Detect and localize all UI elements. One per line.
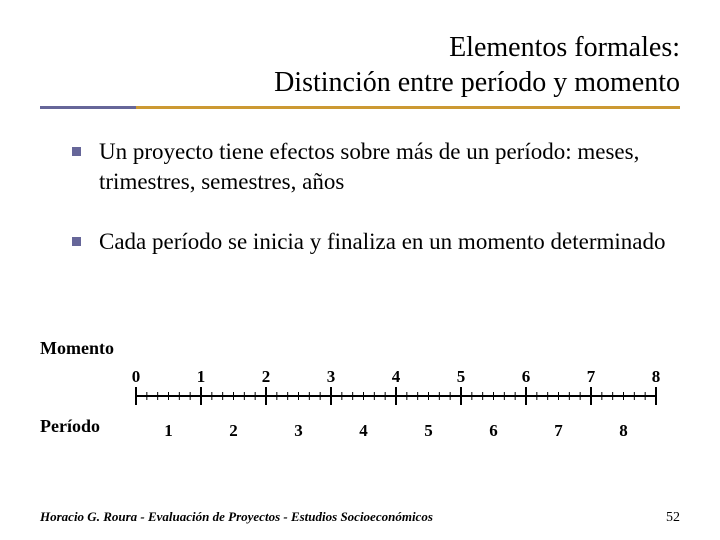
svg-text:1: 1 [197,367,206,386]
svg-text:6: 6 [489,421,498,440]
momento-label: Momento [40,338,114,359]
underline-segment-2 [136,106,680,109]
footer: Horacio G. Roura - Evaluación de Proyect… [40,509,680,526]
periodo-label: Período [40,416,100,437]
svg-text:8: 8 [652,367,661,386]
svg-text:4: 4 [359,421,368,440]
svg-text:2: 2 [229,421,238,440]
timeline-axis: 0 1 1 2 2 3 3 4 4 5 5 6 6 7 7 8 8 [130,366,670,476]
svg-text:7: 7 [554,421,563,440]
svg-text:2: 2 [262,367,271,386]
bullet-text: Cada período se inicia y finaliza en un … [99,227,666,257]
svg-text:6: 6 [522,367,531,386]
bullet-text: Un proyecto tiene efectos sobre más de u… [99,137,670,197]
footer-text: Horacio G. Roura - Evaluación de Proyect… [40,509,433,525]
bullet-marker-icon [72,237,81,246]
bullet-list: Un proyecto tiene efectos sobre más de u… [0,109,720,257]
svg-text:7: 7 [587,367,596,386]
title-line-2: Distinción entre período y momento [40,65,680,100]
svg-text:4: 4 [392,367,401,386]
svg-text:8: 8 [619,421,628,440]
bullet-item: Cada período se inicia y finaliza en un … [72,227,670,257]
svg-text:3: 3 [327,367,336,386]
title-line-1: Elementos formales: [40,30,680,65]
bullet-item: Un proyecto tiene efectos sobre más de u… [72,137,670,197]
svg-text:5: 5 [457,367,466,386]
svg-text:0: 0 [132,367,141,386]
bullet-marker-icon [72,147,81,156]
footer-page-number: 52 [666,510,680,526]
svg-text:3: 3 [294,421,303,440]
underline-segment-1 [40,106,136,109]
svg-text:5: 5 [424,421,433,440]
title-underline [40,106,680,109]
title-block: Elementos formales: Distinción entre per… [0,0,720,109]
svg-text:1: 1 [164,421,173,440]
